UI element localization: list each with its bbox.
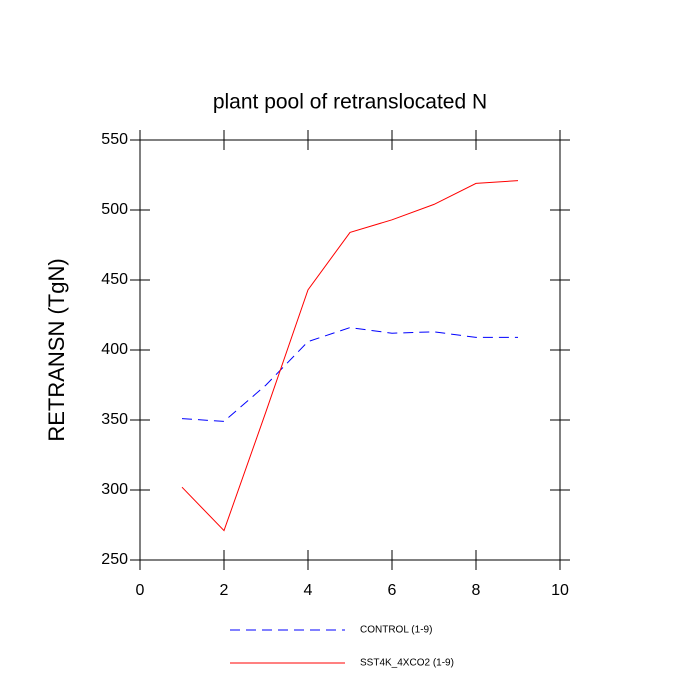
x-tick-label: 0 xyxy=(136,582,145,599)
x-tick-label: 6 xyxy=(388,582,397,599)
y-tick-label: 400 xyxy=(101,341,128,358)
legend-label: CONTROL (1-9) xyxy=(360,625,432,636)
x-tick-label: 2 xyxy=(220,582,229,599)
y-tick-label: 250 xyxy=(101,551,128,568)
y-tick-label: 550 xyxy=(101,131,128,148)
data-line xyxy=(181,180,519,532)
x-tick-label: 8 xyxy=(472,582,481,599)
y-axis-label: RETRANSN (TgN) xyxy=(44,258,69,441)
y-tick-label: 500 xyxy=(101,201,128,218)
x-tick-label: 10 xyxy=(551,582,569,599)
y-tick-label: 300 xyxy=(101,481,128,498)
x-tick-label: 4 xyxy=(304,582,313,599)
chart-title: plant pool of retranslocated N xyxy=(213,91,487,114)
y-tick-label: 350 xyxy=(101,411,128,428)
y-tick-label: 450 xyxy=(101,271,128,288)
legend-label: SST4K_4XCO2 (1-9) xyxy=(360,658,454,669)
